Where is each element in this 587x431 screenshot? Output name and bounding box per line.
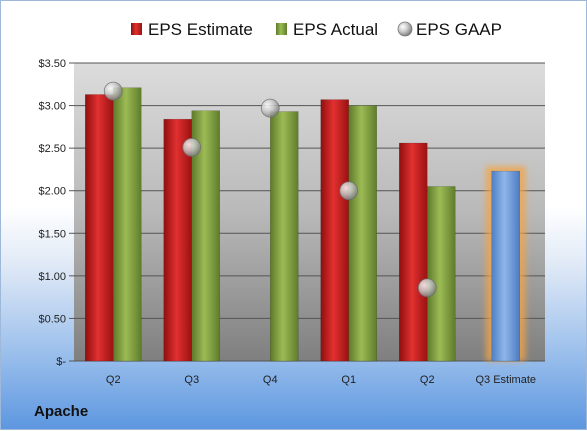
x-tick-label: Q1 [341, 374, 356, 386]
legend-label: EPS Actual [293, 20, 378, 39]
bar-eps-actual [270, 111, 299, 362]
bars [85, 87, 526, 362]
legend: EPS Estimate EPS Actual EPS GAAP [131, 20, 502, 39]
x-tick-label: Q2 [106, 374, 121, 386]
legend-swatch [131, 23, 142, 35]
y-tick-label: $2.50 [38, 143, 66, 155]
y-tick-label: $0.50 [38, 313, 66, 325]
y-tick-label: $2.00 [38, 186, 66, 198]
legend-swatch [276, 23, 287, 35]
bar-next-estimate [491, 170, 520, 362]
x-tick-label: Q3 [184, 374, 199, 386]
marker-eps-gaap [103, 81, 123, 101]
bar-eps-actual [427, 186, 456, 362]
x-tick-label: Q4 [263, 374, 278, 386]
y-axis-ticks: $- $0.50 $1.00 $1.50 $2.00 $2.50 $3.00 $3.50 [38, 58, 74, 368]
marker-eps-gaap [260, 98, 280, 118]
marker-eps-gaap [339, 181, 359, 201]
x-axis-ticks: Q2 Q3 Q4 Q1 Q2 Q3 Estimate [106, 374, 536, 386]
company-name: Apache [34, 403, 89, 420]
bar-eps-actual [348, 105, 377, 362]
y-tick-label: $3.00 [38, 101, 66, 113]
plot-area [74, 63, 545, 361]
y-tick-label: $1.50 [38, 228, 66, 240]
y-tick-label: $3.50 [38, 58, 66, 70]
marker-eps-gaap [417, 278, 437, 298]
x-tick-label: Q3 Estimate [475, 374, 536, 386]
y-tick-label: $1.00 [38, 271, 66, 283]
bar-eps-estimate [85, 94, 114, 362]
legend-swatch [397, 21, 413, 37]
x-tick-label: Q2 [420, 374, 435, 386]
gridlines [74, 62, 545, 362]
legend-label: EPS Estimate [148, 20, 253, 39]
bar-eps-estimate [163, 118, 192, 362]
bar-eps-estimate [320, 99, 349, 362]
gaap-markers [103, 81, 437, 298]
marker-eps-gaap [182, 137, 202, 157]
bar-eps-actual [113, 87, 142, 362]
legend-label: EPS GAAP [416, 20, 502, 39]
bar-eps-estimate [399, 142, 428, 362]
y-tick-label: $- [56, 356, 66, 368]
